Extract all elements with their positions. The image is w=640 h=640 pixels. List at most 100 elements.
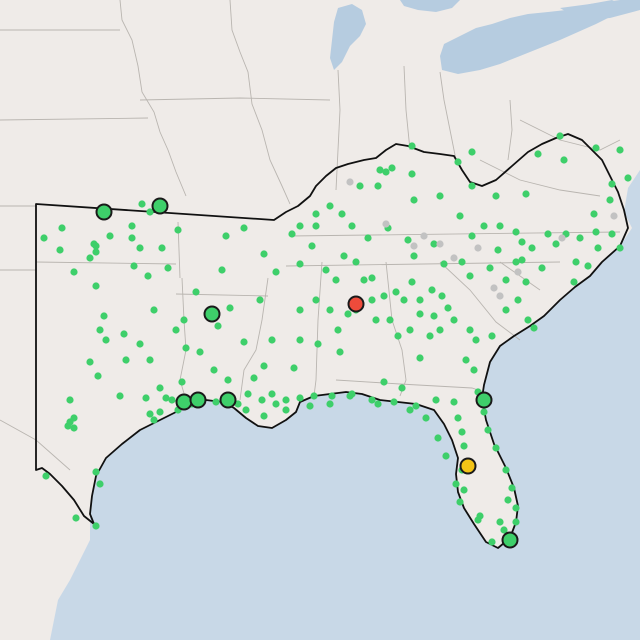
site-marker-small[interactable] — [624, 174, 632, 182]
site-marker-small[interactable] — [410, 252, 418, 260]
site-marker-small[interactable] — [156, 408, 164, 416]
site-marker-small[interactable] — [102, 336, 110, 344]
site-marker-small[interactable] — [502, 306, 510, 314]
site-marker-small[interactable] — [458, 428, 466, 436]
site-marker-small[interactable] — [306, 402, 314, 410]
site-marker-small[interactable] — [146, 410, 154, 418]
site-marker-small[interactable] — [484, 426, 492, 434]
site-marker-small[interactable] — [454, 158, 462, 166]
site-marker-small[interactable] — [528, 244, 536, 252]
site-marker-small[interactable] — [416, 310, 424, 318]
site-marker-small[interactable] — [422, 414, 430, 422]
site-marker-small[interactable] — [72, 514, 80, 522]
site-marker-small[interactable] — [70, 414, 78, 422]
site-marker-small[interactable] — [296, 306, 304, 314]
site-marker-small[interactable] — [222, 232, 230, 240]
site-marker-small[interactable] — [552, 240, 560, 248]
site-marker-small[interactable] — [282, 396, 290, 404]
site-marker-inactive[interactable] — [420, 232, 428, 240]
site-marker-small[interactable] — [518, 256, 526, 264]
site-marker-small[interactable] — [240, 338, 248, 346]
site-marker-small[interactable] — [512, 258, 520, 266]
site-marker-inactive[interactable] — [490, 284, 498, 292]
site-marker-inactive[interactable] — [410, 242, 418, 250]
site-marker-small[interactable] — [512, 228, 520, 236]
site-marker-small[interactable] — [346, 392, 354, 400]
site-marker-small[interactable] — [436, 326, 444, 334]
site-marker-small[interactable] — [460, 486, 468, 494]
site-marker-small[interactable] — [168, 396, 176, 404]
site-marker-small[interactable] — [128, 222, 136, 230]
site-marker-red[interactable] — [347, 295, 365, 313]
site-marker-small[interactable] — [296, 394, 304, 402]
site-marker-small[interactable] — [64, 422, 72, 430]
site-marker-small[interactable] — [454, 414, 462, 422]
site-marker-small[interactable] — [570, 278, 578, 286]
site-marker-small[interactable] — [544, 230, 552, 238]
site-marker-small[interactable] — [616, 146, 624, 154]
site-marker-small[interactable] — [590, 210, 598, 218]
site-marker-small[interactable] — [592, 228, 600, 236]
site-marker-small[interactable] — [530, 324, 538, 332]
site-marker-small[interactable] — [504, 496, 512, 504]
site-marker-small[interactable] — [398, 384, 406, 392]
site-marker-inactive[interactable] — [346, 178, 354, 186]
site-marker-small[interactable] — [94, 372, 102, 380]
site-marker-small[interactable] — [444, 304, 452, 312]
site-marker-small[interactable] — [594, 244, 602, 252]
site-marker-small[interactable] — [456, 212, 464, 220]
site-marker-small[interactable] — [538, 264, 546, 272]
site-marker-small[interactable] — [146, 356, 154, 364]
site-marker-small[interactable] — [488, 538, 496, 546]
site-marker-small[interactable] — [158, 244, 166, 252]
site-marker-small[interactable] — [450, 316, 458, 324]
site-marker-small[interactable] — [450, 398, 458, 406]
site-marker-small[interactable] — [240, 224, 248, 232]
site-marker-small[interactable] — [66, 396, 74, 404]
site-marker-small[interactable] — [268, 336, 276, 344]
site-marker-small[interactable] — [296, 336, 304, 344]
site-marker-small[interactable] — [560, 156, 568, 164]
site-marker-green[interactable] — [203, 305, 221, 323]
site-marker-small[interactable] — [326, 202, 334, 210]
site-marker-small[interactable] — [376, 166, 384, 174]
site-marker-small[interactable] — [212, 398, 220, 406]
site-marker-small[interactable] — [432, 396, 440, 404]
site-marker-small[interactable] — [556, 132, 564, 140]
site-marker-small[interactable] — [512, 504, 520, 512]
site-marker-inactive[interactable] — [610, 212, 618, 220]
site-marker-inactive[interactable] — [450, 254, 458, 262]
site-marker-small[interactable] — [472, 336, 480, 344]
site-marker-green[interactable] — [95, 203, 113, 221]
site-marker-small[interactable] — [406, 326, 414, 334]
site-marker-small[interactable] — [466, 326, 474, 334]
site-marker-small[interactable] — [368, 296, 376, 304]
site-marker-small[interactable] — [426, 332, 434, 340]
site-marker-small[interactable] — [408, 278, 416, 286]
site-marker-small[interactable] — [474, 516, 482, 524]
site-marker-small[interactable] — [96, 480, 104, 488]
site-marker-small[interactable] — [518, 238, 526, 246]
site-marker-small[interactable] — [572, 258, 580, 266]
site-marker-small[interactable] — [534, 150, 542, 158]
site-marker-small[interactable] — [356, 182, 364, 190]
site-marker-small[interactable] — [462, 356, 470, 364]
site-marker-small[interactable] — [502, 276, 510, 284]
site-marker-small[interactable] — [406, 406, 414, 414]
site-marker-small[interactable] — [86, 254, 94, 262]
site-marker-small[interactable] — [290, 364, 298, 372]
site-marker-green[interactable] — [219, 391, 237, 409]
site-marker-small[interactable] — [260, 412, 268, 420]
site-marker-small[interactable] — [352, 258, 360, 266]
site-marker-inactive[interactable] — [558, 234, 566, 242]
site-marker-small[interactable] — [390, 398, 398, 406]
site-marker-small[interactable] — [172, 326, 180, 334]
site-marker-small[interactable] — [348, 222, 356, 230]
site-marker-small[interactable] — [470, 366, 478, 374]
site-marker-small[interactable] — [210, 366, 218, 374]
site-marker-small[interactable] — [584, 262, 592, 270]
site-marker-small[interactable] — [92, 282, 100, 290]
site-marker-small[interactable] — [122, 356, 130, 364]
site-marker-small[interactable] — [616, 244, 624, 252]
site-marker-small[interactable] — [458, 258, 466, 266]
